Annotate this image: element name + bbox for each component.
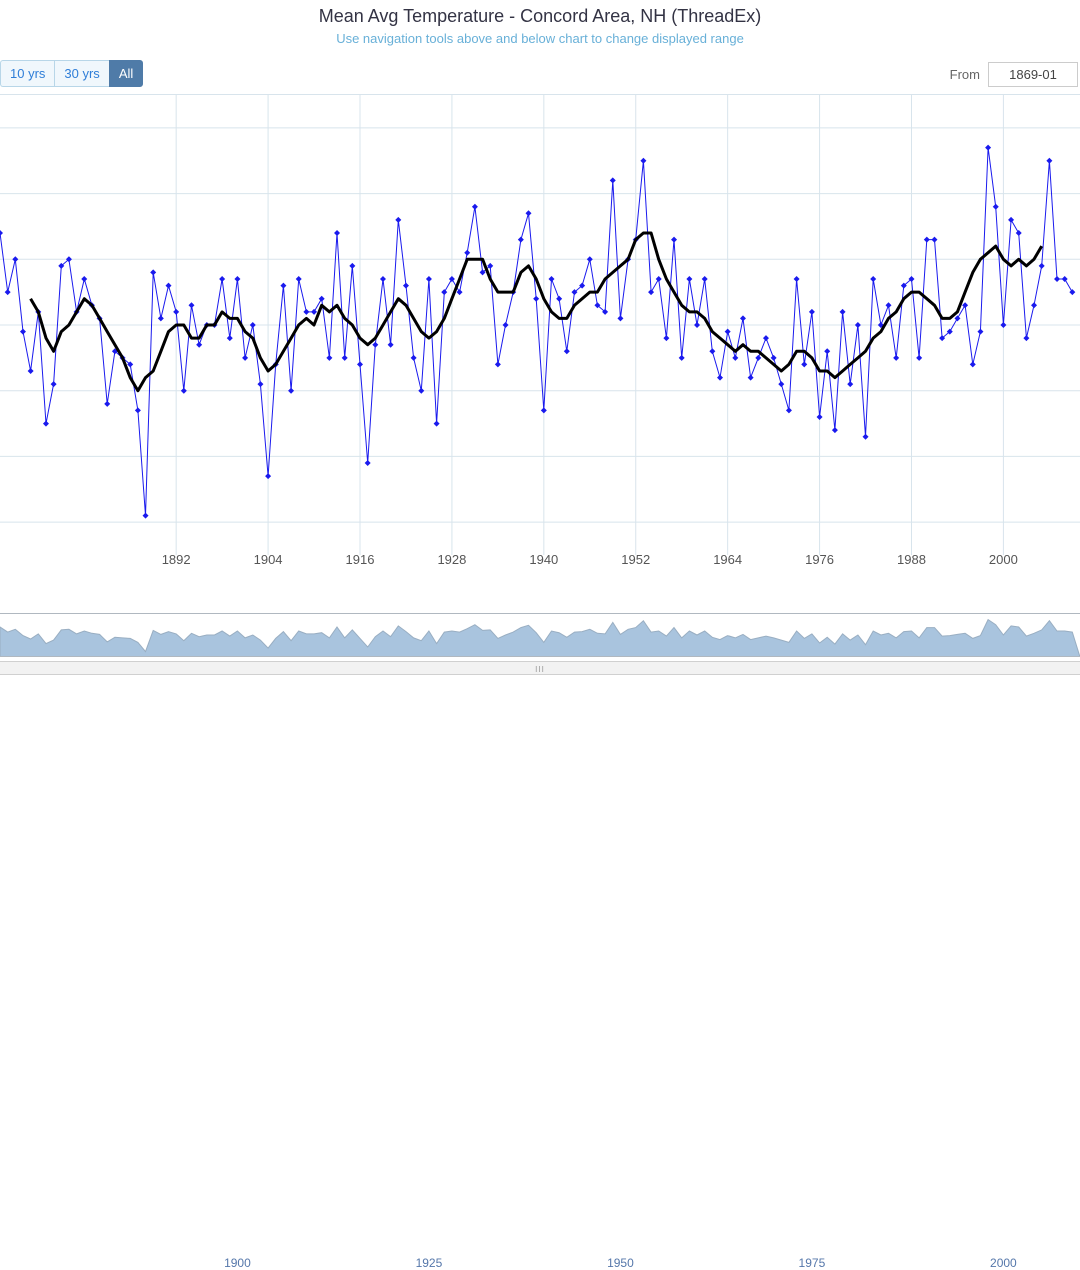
x-tick-label: 1904 [254, 552, 283, 567]
x-tick-label: 2000 [989, 552, 1018, 567]
nav-tick-label: 2000 [990, 1256, 1017, 1270]
x-tick-label: 1940 [529, 552, 558, 567]
nav-tick-label: 1900 [224, 1256, 251, 1270]
chart-title: Mean Avg Temperature - Concord Area, NH … [0, 0, 1080, 27]
from-date-input[interactable] [988, 62, 1078, 87]
navigator-labels: 1900 1925 1950 1975 2000 [0, 1256, 1080, 1270]
x-axis-labels: 1892 1904 1916 1928 1940 1952 1964 1976 1988 2000 [0, 552, 1080, 572]
scrollbar-grip-icon: III [535, 665, 545, 674]
nav-tick-label: 1950 [607, 1256, 634, 1270]
range-btn-30yrs[interactable]: 30 yrs [54, 60, 108, 87]
x-tick-label: 1892 [162, 552, 191, 567]
range-button-group: 10 yrs 30 yrs All [0, 60, 143, 87]
x-tick-label: 1952 [621, 552, 650, 567]
x-tick-label: 1964 [713, 552, 742, 567]
navigator-chart[interactable] [0, 613, 1080, 657]
main-chart[interactable] [0, 94, 1080, 574]
from-group: From [950, 62, 1078, 87]
x-tick-label: 1976 [805, 552, 834, 567]
range-selector-row: 10 yrs 30 yrs All From [0, 60, 1080, 90]
navigator[interactable]: 19001925195019752000 III [0, 613, 1080, 675]
range-btn-all[interactable]: All [109, 60, 143, 87]
navigator-scrollbar[interactable]: III [0, 661, 1080, 675]
x-tick-label: 1988 [897, 552, 926, 567]
from-label: From [950, 67, 980, 82]
chart-subtitle: Use navigation tools above and below cha… [0, 27, 1080, 60]
nav-tick-label: 1925 [416, 1256, 443, 1270]
nav-tick-label: 1975 [799, 1256, 826, 1270]
x-tick-label: 1928 [437, 552, 466, 567]
range-btn-10yrs[interactable]: 10 yrs [0, 60, 54, 87]
x-tick-label: 1916 [346, 552, 375, 567]
